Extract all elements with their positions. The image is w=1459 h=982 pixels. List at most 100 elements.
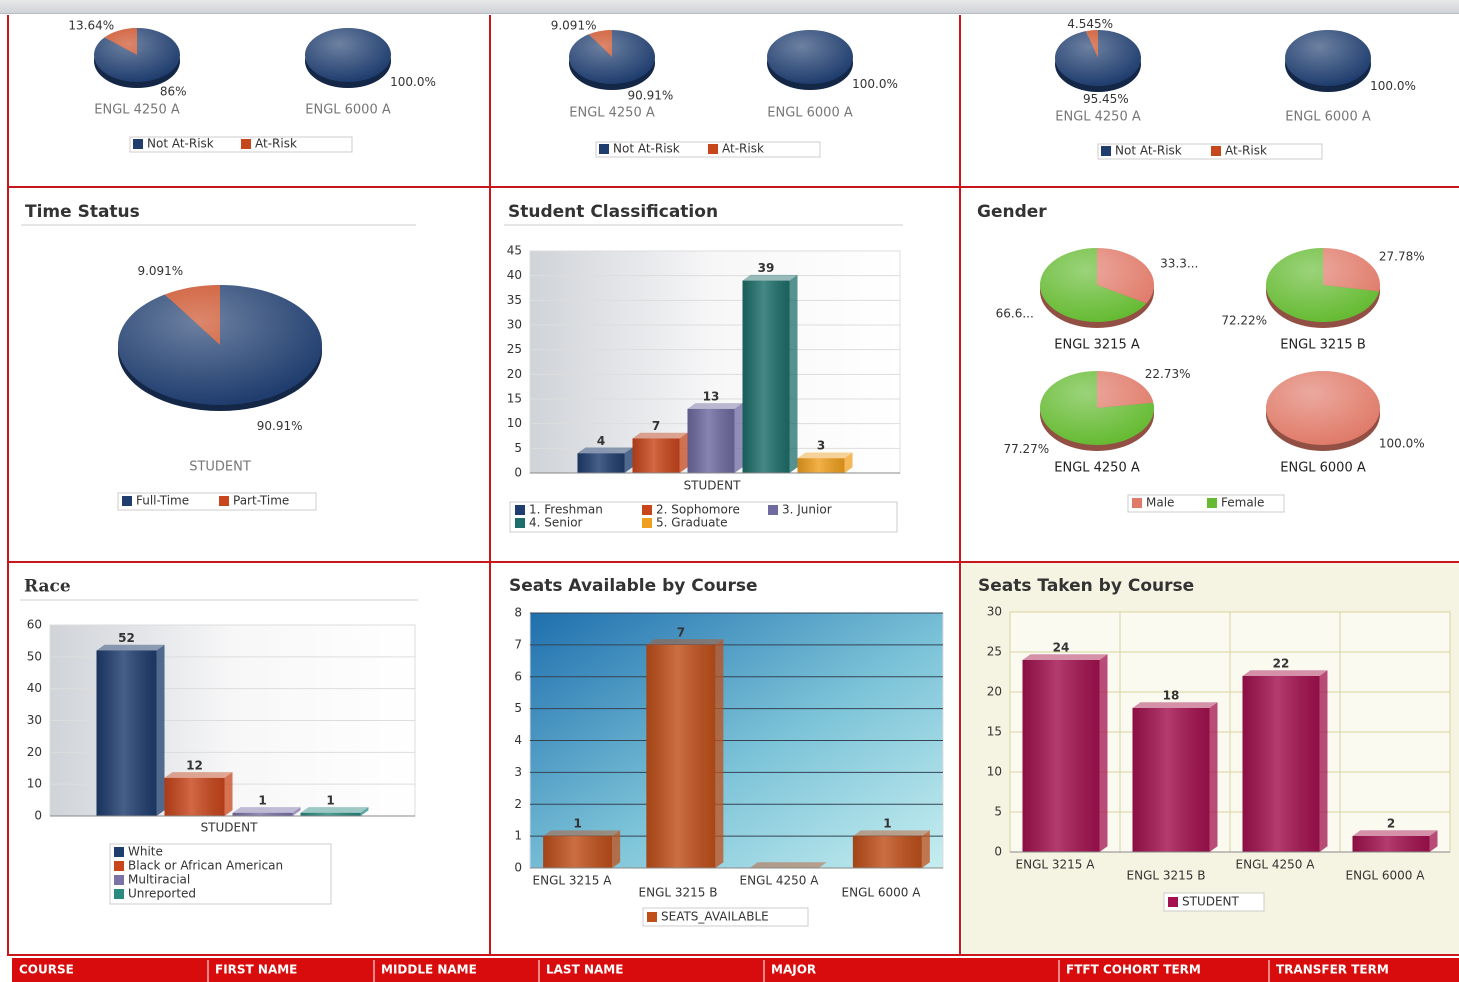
- bar-top: [742, 274, 798, 281]
- y-tick-label: 15: [507, 392, 522, 406]
- legend-label: At-Risk: [722, 142, 764, 156]
- y-tick-label: 3: [514, 765, 522, 779]
- pie-name: ENGL 4250 A: [1054, 461, 1140, 476]
- pie-name: ENGL 3215 B: [1280, 338, 1366, 353]
- legend-swatch: [515, 518, 525, 528]
- x-tick-label: ENGL 6000 A: [1346, 869, 1426, 883]
- y-tick-label: 20: [507, 367, 522, 381]
- pie-value-label: 33.3...: [1160, 257, 1198, 271]
- panel-title: Race: [24, 577, 71, 597]
- pie-gloss: [1040, 248, 1154, 322]
- legend-swatch: [1101, 146, 1111, 156]
- panel-borders: [7, 15, 1459, 956]
- bar-value-label: 13: [703, 389, 720, 403]
- legend-swatch: [114, 861, 124, 871]
- legend-label: Part-Time: [233, 494, 289, 508]
- pie-gloss: [767, 30, 853, 84]
- pie-value-label: 4.545%: [1067, 17, 1113, 31]
- table-header: [12, 958, 1459, 982]
- legend-label: Not At-Risk: [1115, 144, 1182, 158]
- x-tick-label: STUDENT: [684, 479, 742, 493]
- bar-shading: [687, 408, 735, 473]
- bar-shading: [1132, 708, 1210, 852]
- pie-value-label: 9.091%: [551, 19, 597, 33]
- y-tick-label: 1: [514, 829, 522, 843]
- x-tick-label: ENGL 3215 A: [533, 874, 613, 888]
- pie-gloss: [1266, 248, 1380, 322]
- pie-value-label: 90.91%: [257, 419, 303, 433]
- column-header: COURSE: [19, 963, 74, 977]
- pie-value-label: 100.0%: [390, 75, 436, 89]
- bar-shading: [300, 812, 361, 816]
- pie-name: ENGL 6000 A: [767, 106, 853, 121]
- legend-label: At-Risk: [255, 137, 297, 151]
- bar-top: [1132, 702, 1218, 708]
- y-tick-label: 20: [27, 745, 42, 759]
- pie-value-label: 27.78%: [1379, 249, 1425, 263]
- y-tick-label: 60: [27, 618, 42, 632]
- bar-value-label: 4: [597, 434, 605, 448]
- legend-label: 3. Junior: [782, 503, 832, 517]
- y-tick-label: 40: [27, 681, 42, 695]
- legend-swatch: [114, 847, 124, 857]
- bar-side: [1429, 830, 1438, 852]
- legend-label: 5. Graduate: [656, 516, 728, 530]
- bar-side: [360, 807, 369, 816]
- bar-shading: [1242, 676, 1320, 852]
- bar-top: [852, 830, 930, 837]
- legend-box: [109, 843, 332, 905]
- x-tick-label: ENGL 4250 A: [1236, 858, 1316, 872]
- y-tick-label: 8: [514, 606, 522, 620]
- pie-value-label: 100.0%: [1379, 437, 1425, 451]
- bar-shading: [646, 644, 716, 868]
- legend-box: [1163, 892, 1265, 912]
- column-header: TRANSFER TERM: [1276, 963, 1389, 977]
- bar-shading: [543, 836, 613, 868]
- column-header: MIDDLE NAME: [381, 963, 477, 977]
- x-tick-label: ENGL 3215 A: [1016, 858, 1096, 872]
- y-tick-label: 5: [514, 441, 522, 455]
- pie-name: ENGL 4250 A: [94, 103, 180, 118]
- x-tick-label: ENGL 6000 A: [842, 886, 922, 900]
- y-tick-label: 45: [507, 244, 522, 258]
- pie-value-label: 22.73%: [1145, 367, 1191, 381]
- bar-side: [789, 274, 798, 473]
- panel-title: Gender: [977, 202, 1047, 222]
- legend-swatch: [114, 889, 124, 899]
- x-tick-label: ENGL 3215 B: [1127, 869, 1206, 883]
- bar-top: [164, 772, 233, 778]
- bar-value-label: 3: [817, 439, 825, 453]
- bar-top: [300, 807, 369, 813]
- bar-shading: [632, 438, 680, 473]
- y-tick-label: 30: [27, 713, 42, 727]
- legend-swatch: [642, 518, 652, 528]
- legend-swatch: [219, 496, 229, 506]
- legend-label: White: [128, 845, 163, 859]
- legend-swatch: [1168, 897, 1178, 907]
- bar-top: [797, 452, 853, 459]
- y-tick-label: 10: [27, 777, 42, 791]
- pie-name: ENGL 4250 A: [1055, 110, 1141, 125]
- bar-value-label: 2: [1387, 817, 1395, 831]
- y-tick-label: 25: [507, 342, 522, 356]
- pie-name: ENGL 3215 A: [1054, 338, 1140, 353]
- legend-label: 4. Senior: [529, 516, 583, 530]
- column-header: FTFT COHORT TERM: [1066, 963, 1201, 977]
- panel-title: Time Status: [25, 202, 140, 222]
- pie-value-label: 90.91%: [628, 88, 674, 102]
- y-tick-label: 10: [507, 416, 522, 430]
- pie-gloss: [94, 28, 180, 82]
- bar-shading: [1352, 836, 1430, 852]
- pie-name: STUDENT: [189, 460, 251, 475]
- pie-name: ENGL 6000 A: [1280, 461, 1366, 476]
- pie-gloss: [1285, 30, 1371, 86]
- column-header: LAST NAME: [546, 963, 623, 977]
- legend-label: Full-Time: [136, 494, 189, 508]
- legend-swatch: [1211, 146, 1221, 156]
- bar-side: [1319, 670, 1328, 852]
- pie-gloss: [569, 30, 655, 84]
- bar-side: [624, 447, 633, 473]
- pie-value-label: 100.0%: [852, 77, 898, 91]
- pie-value-label: 13.64%: [68, 18, 114, 32]
